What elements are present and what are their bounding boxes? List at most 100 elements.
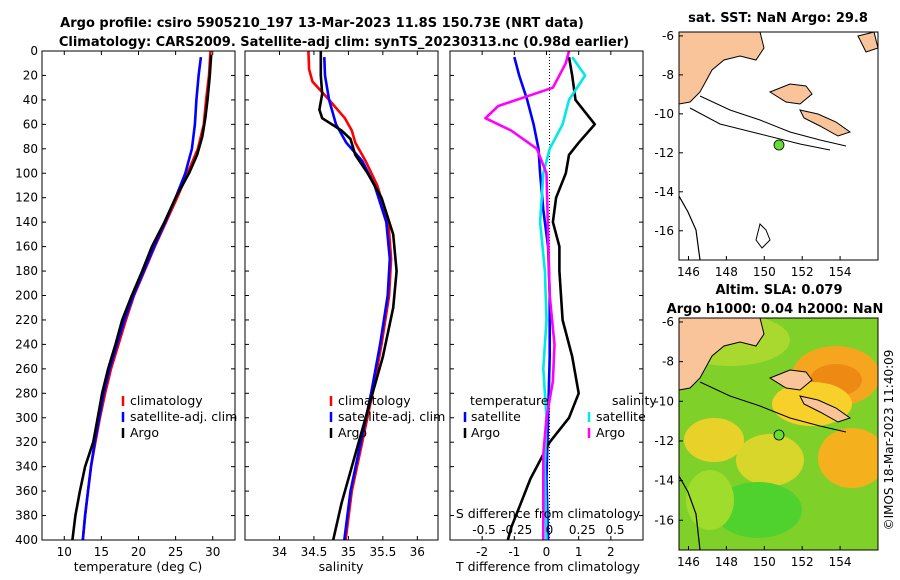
sla-blob [684, 418, 744, 462]
legend-label-argo: Argo [130, 425, 159, 440]
depth-axis-ticks: 0 20 40 60 80 100 120 140 160 180 200 220 240 260 280 3… [15, 44, 235, 547]
island-shape [799, 395, 852, 423]
sla-map-frame [678, 317, 879, 551]
depth-tick-label: 200 [15, 289, 38, 303]
s-difference-tick-label: -0.25 [501, 523, 532, 537]
series-line-temperature-satellite [513, 56, 552, 540]
new-guinea-landmass [679, 32, 765, 105]
sla-blob [736, 434, 804, 486]
sla-blob [818, 428, 878, 488]
sla-map-title-line2: Argo h1000: 0.04 h2000: NaN [667, 302, 884, 317]
x-tick-label: 1 [575, 545, 583, 559]
s-difference-tick-label: 0 [546, 523, 554, 537]
x-tick-label: 25 [168, 545, 183, 559]
australia-coastline [679, 195, 701, 260]
x-tick-label: 0 [543, 545, 551, 559]
series-line-temperature-argo [506, 56, 597, 540]
depth-tick-label: 340 [15, 460, 38, 474]
island-shape [799, 109, 852, 137]
legend-title-salinity: salinity [612, 393, 657, 408]
depth-tick-label: 20 [23, 68, 38, 82]
figure-title-line1: Argo profile: csiro 5905210_197 13-Mar-2… [60, 16, 584, 31]
x-tick-label: -1 [508, 545, 520, 559]
island-shape [768, 83, 813, 105]
lon-tick-label: 152 [791, 555, 814, 569]
reef-outline [699, 381, 847, 433]
depth-tick-label: 400 [15, 533, 38, 547]
legend-label-s-satellite: satellite [596, 409, 646, 424]
difference-axes-box [449, 50, 644, 541]
depth-tick-label: 40 [23, 93, 38, 107]
x-tick-label: 36 [410, 545, 425, 559]
lat-tick-label: -16 [654, 513, 674, 527]
sst-map-ticks: 146 148 150 152 154 -6 -8 -10 -12 -14 -16 [654, 29, 851, 279]
series-line-salinity-argo [484, 51, 571, 540]
legend-label-s-argo: Argo [596, 425, 625, 440]
temperature-lines [71, 51, 213, 540]
depth-tick-label: 260 [15, 362, 38, 376]
lat-tick-label: -8 [662, 355, 674, 369]
salinity-y-tickmarks [245, 50, 438, 541]
sla-blob [686, 470, 734, 530]
lat-tick-label: -14 [654, 474, 674, 488]
s-difference-tick-label: -0.5 [472, 523, 495, 537]
difference-xlabel: T difference from climatology [455, 559, 641, 574]
depth-tick-label: 60 [23, 117, 38, 131]
depth-tick-label: 360 [15, 484, 38, 498]
reef-outline [689, 95, 847, 151]
depth-tick-label: 280 [15, 386, 38, 400]
depth-tick-label: 120 [15, 191, 38, 205]
lat-tick-label: -16 [654, 224, 674, 238]
x-tick-label: 2 [607, 545, 615, 559]
lon-tick-label: 152 [791, 265, 814, 279]
sla-map: Altim. SLA: 0.079 Argo h1000: 0.04 h2000… [654, 283, 884, 569]
legend-label-satellite: satellite-adj. clim [130, 409, 237, 424]
legend-label-climatology: climatology [338, 393, 411, 408]
depth-tick-label: 0 [30, 44, 38, 58]
lon-tick-label: 150 [753, 265, 776, 279]
sla-map-ticks: 146 148 150 152 154 -6 -8 -10 -12 -14 -16 [654, 315, 851, 569]
x-tick-label: 34.5 [301, 545, 328, 559]
sla-blob [714, 482, 802, 538]
legend-label-satellite: satellite-adj. clim [338, 409, 445, 424]
island-shape [768, 369, 813, 391]
x-tick-label: 20 [131, 545, 146, 559]
lon-tick-label: 146 [677, 555, 700, 569]
depth-tick-label: 140 [15, 215, 38, 229]
difference-panel: -2 -1 0 1 2 T difference from climatology S … [449, 50, 657, 574]
new-guinea-landmass [679, 318, 765, 391]
island-shape [755, 223, 771, 249]
salinity-lines [307, 51, 398, 540]
x-tick-label: 35.5 [369, 545, 396, 559]
x-tick-label: 35 [341, 545, 356, 559]
salinity-axes-box [244, 50, 439, 541]
sst-map-land [679, 32, 878, 260]
temperature-axes-box [41, 50, 236, 541]
temperature-xlabel: temperature (deg C) [74, 559, 203, 574]
lon-tick-label: 148 [715, 265, 738, 279]
depth-tick-label: 380 [15, 509, 38, 523]
x-tick-label: 34 [272, 545, 287, 559]
series-line-climatology [81, 51, 212, 540]
lon-tick-label: 150 [753, 555, 776, 569]
temperature-x-ticks: 10 15 20 25 30 [57, 51, 220, 559]
australia-coastline [679, 475, 701, 550]
legend-label-t-argo: Argo [471, 425, 500, 440]
salinity-difference-ticks: -0.5 -0.25 0 0.25 0.5 [472, 523, 624, 537]
depth-tick-label: 300 [15, 411, 38, 425]
salinity-x-ticks: 34 34.5 35 35.5 36 [272, 51, 425, 559]
sla-map-title-line1: Altim. SLA: 0.079 [716, 283, 843, 298]
salinity-xlabel: salinity [319, 559, 364, 574]
series-line-satellite-adj-clim [81, 56, 203, 540]
depth-tick-label: 240 [15, 337, 38, 351]
sst-map-frame [678, 31, 879, 261]
x-tick-label: 30 [205, 545, 220, 559]
x-tick-label: -2 [476, 545, 488, 559]
legend-label-argo: Argo [338, 425, 367, 440]
depth-tick-label: 160 [15, 240, 38, 254]
imos-credit: ©IMOS 18-Mar-2023 11:40:09 [882, 350, 896, 531]
s-difference-tick-label: 0.5 [605, 523, 624, 537]
lon-tick-label: 148 [715, 555, 738, 569]
legend-title-temperature: temperature [470, 393, 549, 408]
